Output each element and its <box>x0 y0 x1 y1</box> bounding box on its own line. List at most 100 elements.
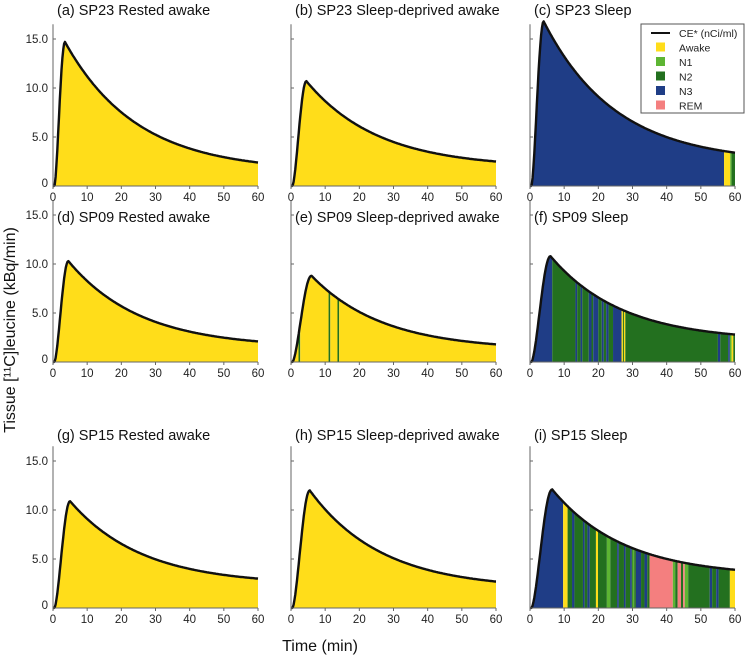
panel-title: (h) SP15 Sleep-deprived awake <box>295 428 500 444</box>
legend-swatch-n3 <box>656 86 665 95</box>
stage-awake <box>330 275 338 362</box>
x-tick-label: 50 <box>455 614 468 626</box>
y-tick-label: 15.0 <box>26 210 48 222</box>
x-tick-label: 30 <box>149 368 162 380</box>
ce-curve <box>529 20 736 188</box>
x-tick-label: 30 <box>149 614 162 626</box>
x-tick-label: 0 <box>288 614 294 626</box>
x-axis-label: Time (min) <box>282 638 358 655</box>
y-tick-label: 5.0 <box>32 308 48 320</box>
panel-g: 0 10 20 30 40 50 60 0 5.0 10.0 15.0 (g) SP15 Rested… <box>26 428 265 626</box>
panel-d: 0 10 20 30 40 50 60 0 5.0 10.0 15.0 (d) SP09 Rested… <box>26 200 264 380</box>
x-tick-label: 10 <box>81 614 94 626</box>
stage-n3 <box>644 489 648 608</box>
stage-n3 <box>716 489 719 608</box>
ce-curve <box>529 488 736 610</box>
stage-n2 <box>584 489 588 608</box>
stage-fills <box>53 501 258 608</box>
panel-i: 0 10 20 30 40 50 60 (i) SP15 Sleep <box>527 428 742 626</box>
ce-curve <box>52 500 259 610</box>
x-tick-label: 50 <box>694 368 707 380</box>
stage-n3 <box>575 256 578 362</box>
legend-swatch-rem <box>656 100 665 110</box>
stage-n3 <box>580 256 583 362</box>
x-tick-label: 50 <box>455 192 468 204</box>
panel-e: 0 10 20 30 40 50 60 (e) SP09 Sleep-deprived awa… <box>288 200 502 380</box>
x-tick-label: 10 <box>81 192 94 204</box>
x-tick-label: 50 <box>694 192 707 204</box>
x-tick-label: 30 <box>387 368 400 380</box>
stage-n2 <box>552 256 576 362</box>
y-tick-label: 0 <box>42 600 48 612</box>
ce-curve <box>290 274 497 364</box>
x-tick-label: 30 <box>387 192 400 204</box>
x-tick-label: 60 <box>490 614 503 626</box>
stage-n3 <box>635 489 642 608</box>
x-tick-label: 10 <box>81 368 94 380</box>
stage-n2 <box>720 256 729 362</box>
x-tick-label: 30 <box>626 368 639 380</box>
x-tick-label: 30 <box>626 192 639 204</box>
legend-label: N1 <box>679 57 693 69</box>
stage-n2 <box>610 489 618 608</box>
stage-n3 <box>593 256 599 362</box>
stage-n2 <box>582 256 589 362</box>
panel-title: (g) SP15 Rested awake <box>57 428 210 444</box>
stage-n2 <box>733 256 735 362</box>
stage-n3 <box>587 489 590 608</box>
legend-swatch-awake <box>656 42 665 52</box>
x-tick-label: 50 <box>217 192 230 204</box>
ce-curve <box>290 79 497 188</box>
stage-n1 <box>606 489 611 608</box>
stage-awake <box>53 41 258 186</box>
stage-n2 <box>618 489 624 608</box>
stage-n3 <box>601 256 604 362</box>
legend-label: Awake <box>679 43 710 55</box>
x-tick-label: 60 <box>252 614 265 626</box>
x-tick-label: 10 <box>558 368 571 380</box>
panel-title: (i) SP15 Sleep <box>534 428 628 444</box>
stage-fills <box>53 41 258 186</box>
stage-fills <box>291 81 496 186</box>
x-tick-label: 20 <box>353 614 366 626</box>
panel-title: (e) SP09 Sleep-deprived awake <box>295 210 500 226</box>
x-tick-label: 20 <box>592 192 605 204</box>
legend-label: CE* (nCi/ml) <box>679 28 737 40</box>
ce-curve <box>52 259 259 364</box>
stage-rem <box>677 489 682 608</box>
legend-label: N3 <box>679 86 693 98</box>
legend-label: REM <box>679 101 702 113</box>
x-tick-label: 60 <box>729 192 742 204</box>
stage-n2 <box>675 489 678 608</box>
stage-awake <box>291 490 496 608</box>
stage-n2 <box>328 275 331 362</box>
x-tick-label: 30 <box>626 614 639 626</box>
stage-n3 <box>530 489 564 608</box>
panel-title: (c) SP23 Sleep <box>534 3 632 19</box>
y-axis-label: Tissue [¹¹C]leucine (kBq/min) <box>2 227 19 433</box>
panel-title: (b) SP23 Sleep-deprived awake <box>295 3 500 19</box>
x-tick-label: 60 <box>729 368 742 380</box>
x-tick-label: 40 <box>183 368 196 380</box>
panel-h: 0 10 20 30 40 50 60 (h) SP15 Sleep-deprived awa… <box>288 428 503 626</box>
x-tick-label: 0 <box>527 614 533 626</box>
x-tick-label: 0 <box>527 368 533 380</box>
stage-awake <box>731 256 734 362</box>
x-tick-label: 0 <box>527 192 533 204</box>
stage-n2 <box>574 489 583 608</box>
y-tick-label: 0 <box>42 354 48 366</box>
stage-n3 <box>572 489 575 608</box>
stage-n2 <box>718 489 730 608</box>
stage-n2 <box>625 256 718 362</box>
panel-title: (d) SP09 Rested awake <box>57 210 210 226</box>
stage-awake <box>729 489 735 608</box>
stage-n2 <box>681 489 684 608</box>
ce-curve <box>529 255 736 364</box>
stage-n2 <box>589 489 596 608</box>
panel-f: 0 10 20 30 40 50 60 (f) SP09 Sleep <box>527 200 742 380</box>
stage-rem <box>649 489 673 608</box>
stage-fills <box>530 489 735 608</box>
legend: CE* (nCi/ml) Awake N1 N2 N3 REM <box>640 23 745 114</box>
x-tick-label: 30 <box>387 614 400 626</box>
